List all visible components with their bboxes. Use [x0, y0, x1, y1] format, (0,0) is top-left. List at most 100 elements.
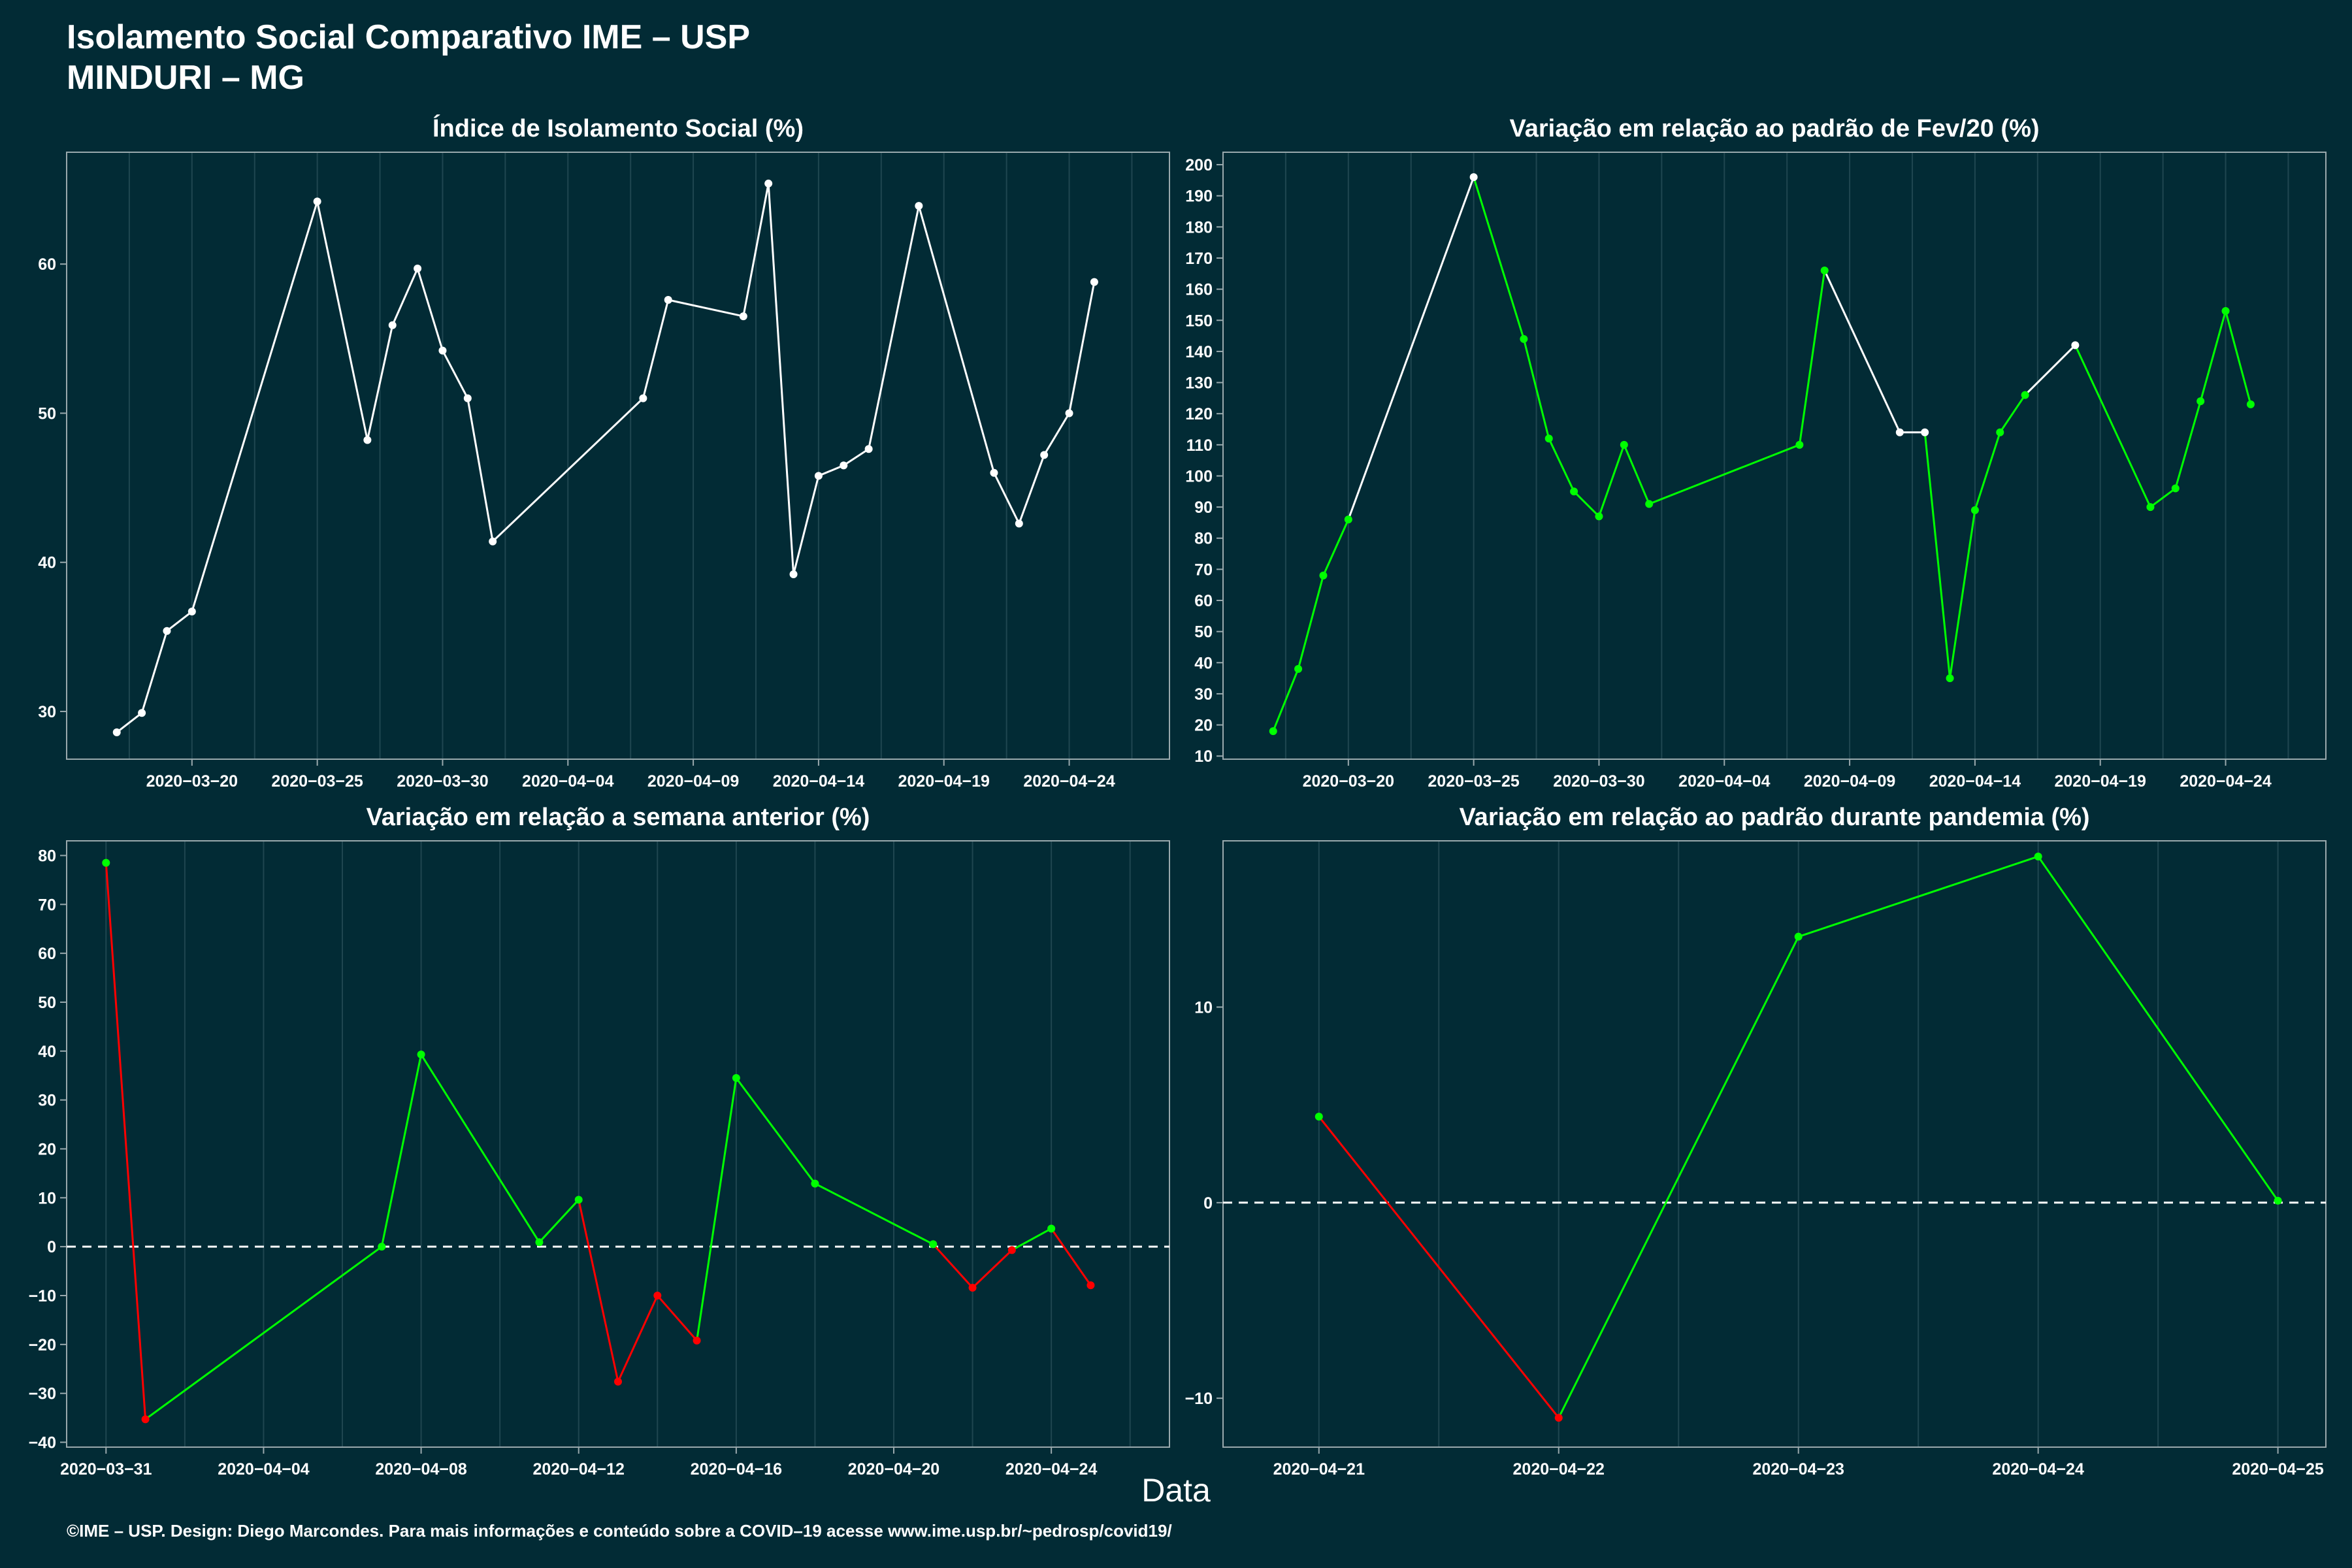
- y-tick-label: −20: [29, 1336, 56, 1354]
- x-tick-label: 2020−04−19: [898, 772, 990, 791]
- series-segment: [818, 464, 844, 477]
- y-tick-label: 30: [38, 703, 56, 721]
- y-tick-label: 60: [38, 945, 56, 963]
- data-point: [915, 202, 923, 210]
- series-segment: [1923, 432, 1952, 679]
- y-tick-label: 140: [1185, 343, 1213, 361]
- series-segment: [2037, 856, 2279, 1201]
- series-segment: [814, 1183, 934, 1245]
- series-segment: [932, 1243, 973, 1289]
- data-point: [1086, 1281, 1095, 1290]
- data-point: [141, 1415, 150, 1424]
- series-segment: [993, 472, 1021, 525]
- data-point: [814, 472, 823, 480]
- data-point: [1047, 1224, 1056, 1233]
- chart-panel-2: 2020−03−20 2020−03−25 2020−03−30 2020−04−04…: [1185, 152, 2327, 791]
- series-segment: [2225, 310, 2252, 405]
- plot-frame: [1222, 840, 2327, 1448]
- y-tick-label: 160: [1185, 281, 1213, 299]
- panel2-title: Variação em relação ao padrão de Fev/20 …: [1509, 115, 2040, 142]
- data-point: [2071, 341, 2080, 350]
- y-tick-label: 90: [1194, 498, 1213, 517]
- data-point: [2171, 484, 2180, 493]
- series-segment: [366, 325, 394, 440]
- data-point: [378, 1243, 386, 1251]
- series-segment: [2074, 344, 2151, 508]
- y-tick-label: 40: [38, 1043, 56, 1061]
- series-segment: [1473, 176, 1525, 340]
- data-point: [664, 295, 672, 304]
- data-point: [1996, 428, 2004, 436]
- x-tick-label: 2020−04−08: [375, 1460, 467, 1478]
- series-segment: [917, 205, 995, 474]
- y-tick-label: 20: [38, 1140, 56, 1158]
- x-tick-label: 2020−04−04: [218, 1460, 310, 1478]
- data-point: [1820, 267, 1829, 275]
- series-segment: [1322, 519, 1350, 576]
- data-point: [1620, 440, 1628, 449]
- y-tick-label: 190: [1185, 188, 1213, 206]
- data-point: [639, 394, 647, 402]
- x-tick-label: 2020−04−04: [1678, 772, 1771, 791]
- data-point: [864, 445, 873, 453]
- data-point: [2221, 306, 2230, 315]
- data-point: [414, 265, 422, 273]
- data-point: [990, 468, 998, 477]
- chart-panel-1: 2020−03−20 2020−03−25 2020−03−30 2020−04−04…: [38, 152, 1170, 791]
- series-segment: [316, 201, 368, 440]
- data-point: [574, 1196, 583, 1204]
- y-tick-label: 70: [1194, 561, 1213, 579]
- data-point: [463, 394, 472, 402]
- data-point: [840, 461, 848, 470]
- data-point: [1469, 173, 1478, 182]
- series-segment: [2024, 344, 2076, 396]
- series-segment: [578, 1199, 619, 1382]
- series-segment: [116, 712, 143, 734]
- x-tick-label: 2020−04−09: [1804, 772, 1895, 791]
- main-title-line1: Isolamento Social Comparativo IME – USP: [67, 18, 751, 56]
- chart-panel-3: 2020−03−31 2020−04−04 2020−04−08 2020−04−12…: [29, 840, 1170, 1478]
- y-tick-label: 60: [38, 255, 56, 274]
- data-point: [388, 321, 397, 329]
- y-tick-label: 0: [1203, 1194, 1213, 1213]
- plot-frame: [66, 152, 1170, 760]
- y-tick-label: 10: [1194, 998, 1213, 1017]
- series-segment: [492, 397, 644, 542]
- x-axis-title: Data: [1141, 1472, 1211, 1509]
- data-point: [102, 858, 110, 867]
- x-tick-label: 2020−04−23: [1752, 1460, 1844, 1478]
- data-point: [1970, 506, 1979, 514]
- data-point: [1595, 512, 1603, 521]
- x-tick-label: 2020−04−24: [2180, 772, 2272, 791]
- series-segment: [735, 1077, 816, 1184]
- main-title-line2: MINDURI – MG: [67, 59, 304, 97]
- series-segment: [420, 1054, 540, 1243]
- y-tick-label: 100: [1185, 467, 1213, 485]
- y-tick-label: 180: [1185, 218, 1213, 237]
- data-point: [732, 1073, 740, 1082]
- series-segment: [1347, 176, 1475, 520]
- data-point: [1544, 434, 1553, 443]
- x-tick-label: 2020−04−09: [647, 772, 739, 791]
- x-tick-label: 2020−04−12: [532, 1460, 624, 1478]
- data-point: [1795, 440, 1804, 449]
- y-tick-label: 80: [1194, 530, 1213, 548]
- data-point: [417, 1051, 425, 1059]
- series-segment: [696, 1077, 738, 1341]
- data-point: [2034, 852, 2042, 860]
- series-segment: [1598, 444, 1625, 517]
- series-segment: [1823, 270, 1901, 433]
- data-point: [188, 608, 196, 616]
- series-segment: [144, 1245, 383, 1420]
- x-tick-label: 2020−04−22: [1513, 1460, 1605, 1478]
- y-tick-label: 50: [1194, 623, 1213, 642]
- data-point: [614, 1377, 622, 1386]
- series-segment: [1648, 444, 1800, 505]
- series-segment: [191, 201, 319, 612]
- series-segment: [657, 1295, 698, 1341]
- panel3-title: Variação em relação a semana anterior (%…: [366, 804, 870, 831]
- data-point: [1065, 409, 1073, 417]
- y-tick-label: 80: [38, 847, 56, 865]
- data-point: [2197, 397, 2205, 406]
- x-tick-label: 2020−03−20: [146, 772, 238, 791]
